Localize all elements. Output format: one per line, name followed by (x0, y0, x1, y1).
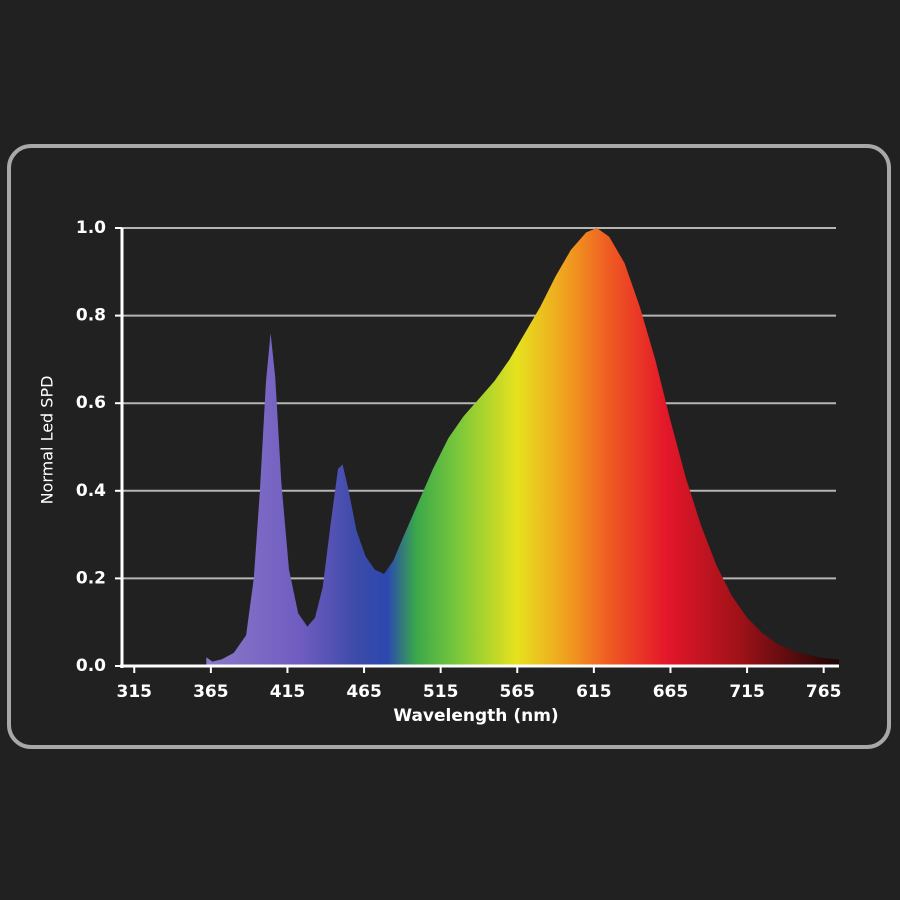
x-tick-label: 415 (270, 682, 306, 702)
y-tick-label: 1.0 (76, 218, 106, 238)
y-tick-label: 0.4 (76, 481, 106, 501)
y-axis-title: Normal Led SPD (38, 376, 57, 505)
x-tick-label: 365 (193, 682, 229, 702)
y-tick-label: 0.8 (76, 306, 106, 326)
x-tick-label: 515 (423, 682, 459, 702)
x-tick-label: 315 (117, 682, 153, 702)
panel-border (7, 144, 891, 749)
y-tick-label: 0.6 (76, 393, 106, 413)
x-axis-title: Wavelength (nm) (393, 706, 558, 726)
x-tick-label: 565 (500, 682, 536, 702)
x-tick-label: 465 (346, 682, 382, 702)
x-tick-label: 765 (806, 682, 842, 702)
x-tick-label: 665 (653, 682, 689, 702)
x-tick-label: 715 (729, 682, 765, 702)
x-tick-label: 615 (576, 682, 612, 702)
spectrum-area (206, 228, 840, 666)
y-tick-label: 0.0 (76, 656, 106, 676)
y-tick-label: 0.2 (76, 568, 106, 588)
